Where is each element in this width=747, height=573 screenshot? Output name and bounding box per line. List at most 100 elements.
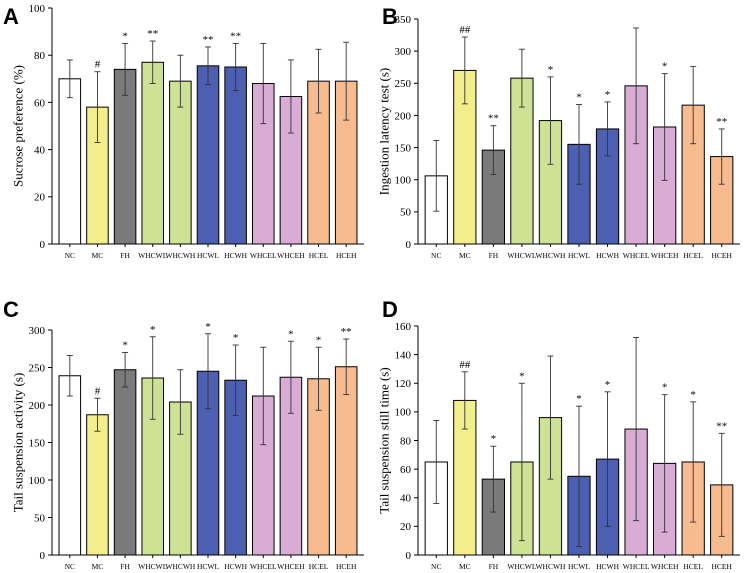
y-tick-label: 200 xyxy=(29,400,46,412)
x-tick-label-WHCWH: WHCWH xyxy=(165,251,196,260)
significance-MC: # xyxy=(95,385,101,397)
y-tick-label: 300 xyxy=(395,46,412,58)
x-tick-label-MC: MC xyxy=(459,562,471,571)
bar-HCEH xyxy=(334,366,358,556)
x-tick-label-HCWL: HCWL xyxy=(197,562,219,571)
panel-D: D Tail suspension still time (s) 0 20 40 60 80… xyxy=(377,297,740,571)
y-tick-label: 50 xyxy=(34,512,46,524)
panel-A: A Sucrose preference (%) 0 20 40 60 80 100 NC # MC… xyxy=(3,3,364,260)
y-tick-label: 80 xyxy=(400,435,412,447)
y-tick-label: 20 xyxy=(34,192,46,204)
x-tick-label-HCEH: HCEH xyxy=(712,562,733,571)
y-tick-label: 0 xyxy=(40,239,46,251)
x-tick-label-HCEH: HCEH xyxy=(712,251,733,260)
x-tick-label-WHCEH: WHCEH xyxy=(277,562,305,571)
significance-WHCEH: * xyxy=(288,328,294,340)
x-tick-label-WHCEL: WHCEL xyxy=(250,562,277,571)
x-tick-label-HCEL: HCEL xyxy=(683,562,703,571)
significance-WHCWL: ** xyxy=(147,28,158,40)
x-tick-label-WHCEL: WHCEL xyxy=(623,251,650,260)
significance-FH: * xyxy=(122,340,128,352)
y-tick-label: 100 xyxy=(29,3,46,15)
x-tick-label-WHCEH: WHCEH xyxy=(651,251,679,260)
y-tick-label: 80 xyxy=(34,50,46,62)
x-tick-label-MC: MC xyxy=(92,251,104,260)
x-tick-label-HCWH: HCWH xyxy=(224,562,247,571)
x-tick-label-HCEH: HCEH xyxy=(336,562,357,571)
significance-HCWL: * xyxy=(576,92,582,104)
x-tick-label-FH: FH xyxy=(489,562,499,571)
x-tick-label-HCWH: HCWH xyxy=(224,251,247,260)
bar-FH xyxy=(113,369,137,556)
y-tick-label: 150 xyxy=(29,437,46,449)
x-tick-label-NC: NC xyxy=(65,562,75,571)
x-tick-label-NC: NC xyxy=(65,251,75,260)
bar-WHCWL xyxy=(141,61,165,245)
x-tick-label-WHCWL: WHCWL xyxy=(138,251,168,260)
bar-NC xyxy=(58,375,82,556)
significance-HCEL: * xyxy=(316,334,322,346)
x-tick-label-WHCWH: WHCWH xyxy=(165,562,196,571)
significance-FH: * xyxy=(491,433,497,445)
x-tick-label-HCEL: HCEL xyxy=(309,251,329,260)
significance-HCWH: * xyxy=(605,379,611,391)
x-tick-label-FH: FH xyxy=(489,251,499,260)
y-tick-label: 300 xyxy=(29,325,46,337)
significance-MC: # xyxy=(95,59,101,71)
y-tick-label: 100 xyxy=(29,475,46,487)
y-tick-label: 120 xyxy=(395,378,412,390)
x-tick-label-WHCEH: WHCEH xyxy=(277,251,305,260)
x-tick-label-WHCEL: WHCEL xyxy=(623,562,650,571)
y-tick-label: 250 xyxy=(29,362,46,374)
x-tick-label-NC: NC xyxy=(431,251,441,260)
y-axis-label: Tail suspension still time (s) xyxy=(377,367,392,513)
x-tick-label-WHCWL: WHCWL xyxy=(507,562,537,571)
x-tick-label-HCWH: HCWH xyxy=(596,251,619,260)
significance-HCEH: ** xyxy=(716,420,727,432)
x-tick-label-MC: MC xyxy=(92,562,104,571)
significance-MC: ## xyxy=(459,24,471,36)
y-tick-label: 350 xyxy=(395,14,412,26)
significance-FH: ** xyxy=(488,113,499,125)
x-tick-label-WHCWH: WHCWH xyxy=(535,251,566,260)
x-tick-label-HCEH: HCEH xyxy=(336,251,357,260)
y-axis-label: Tail suspension activity (s) xyxy=(11,373,26,513)
x-tick-label-HCWL: HCWL xyxy=(568,251,590,260)
y-tick-label: 100 xyxy=(395,175,412,187)
x-tick-label-FH: FH xyxy=(120,251,130,260)
y-tick-label: 20 xyxy=(400,521,412,533)
x-tick-label-MC: MC xyxy=(459,251,471,260)
significance-HCWH: * xyxy=(233,332,239,344)
significance-HCWH: * xyxy=(605,89,611,101)
x-tick-label-HCWL: HCWL xyxy=(197,251,219,260)
x-tick-label-FH: FH xyxy=(120,562,130,571)
panel-letter: A xyxy=(3,4,19,29)
y-tick-label: 0 xyxy=(406,550,412,562)
bar-MC xyxy=(86,414,109,556)
y-tick-label: 250 xyxy=(395,78,412,90)
significance-WHCWH: * xyxy=(548,64,554,76)
bar-HCWH xyxy=(224,66,247,245)
significance-FH: * xyxy=(122,30,128,42)
y-tick-label: 140 xyxy=(395,349,412,361)
y-axis-label: Ingestion latency test (s) xyxy=(377,68,392,195)
significance-HCEL: * xyxy=(690,389,696,401)
significance-HCWH: ** xyxy=(230,30,241,42)
significance-HCEH: ** xyxy=(716,116,727,128)
x-tick-label-WHCEL: WHCEL xyxy=(250,251,277,260)
x-tick-label-WHCWL: WHCWL xyxy=(138,562,168,571)
x-tick-label-HCEL: HCEL xyxy=(309,562,329,571)
significance-WHCEH: * xyxy=(662,382,668,394)
significance-MC: ## xyxy=(459,359,471,371)
panel-B: B Ingestion latency test (s) 0 50 100 150 200 2… xyxy=(377,4,740,260)
significance-WHCEH: * xyxy=(662,61,668,73)
y-tick-label: 200 xyxy=(395,110,412,122)
y-tick-label: 100 xyxy=(395,407,412,419)
panel-letter: B xyxy=(382,4,398,29)
significance-HCEH: ** xyxy=(341,326,352,338)
x-tick-label-HCWH: HCWH xyxy=(596,562,619,571)
significance-WHCWL: * xyxy=(150,324,156,336)
y-tick-label: 60 xyxy=(400,464,412,476)
x-tick-label-NC: NC xyxy=(431,562,441,571)
panel-C: C Tail suspension activity (s) 0 50 100 150 20… xyxy=(3,297,364,571)
